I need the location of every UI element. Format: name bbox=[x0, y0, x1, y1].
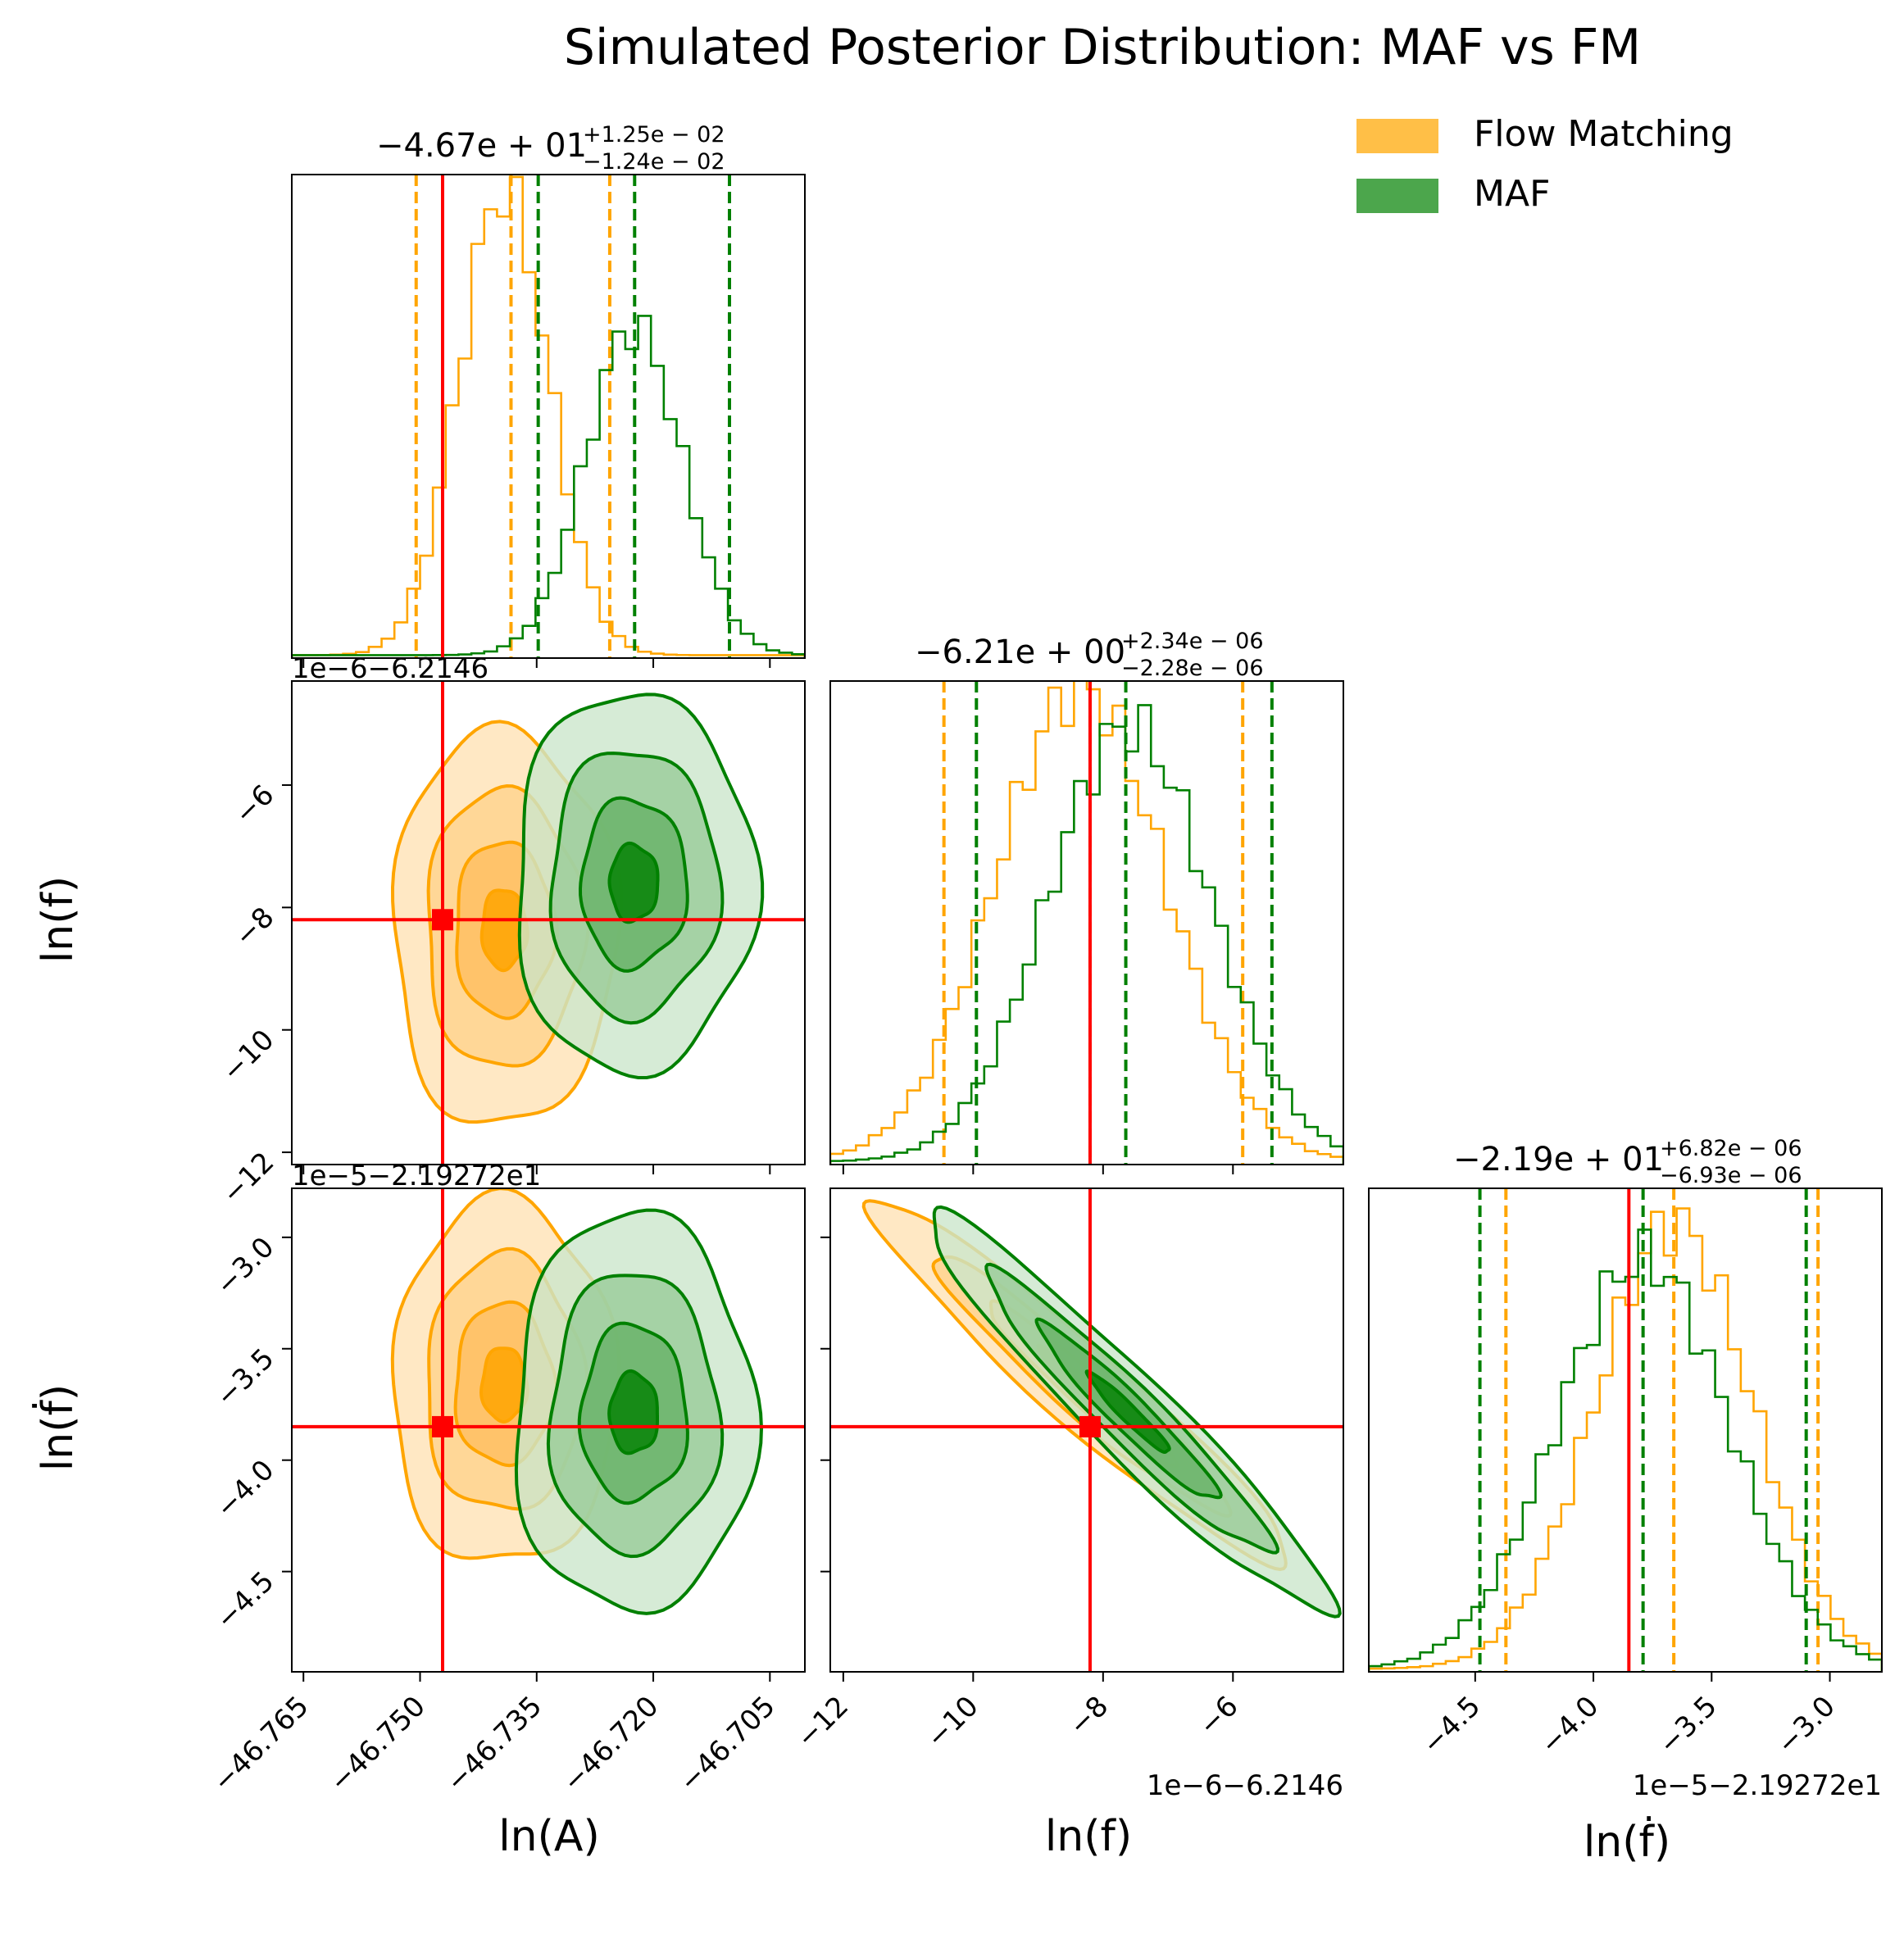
truth-marker bbox=[432, 1415, 454, 1437]
panel-2d-2-0 bbox=[291, 1187, 806, 1673]
legend-swatch-flow-matching bbox=[1356, 119, 1438, 153]
x-tick-label: −4.0 bbox=[1534, 1690, 1606, 1761]
y-axis-labels: ln(f) ln(ḟ) bbox=[32, 876, 83, 1471]
x-tick-label: −46.735 bbox=[440, 1690, 549, 1799]
x-tick-label: −4.5 bbox=[1416, 1690, 1488, 1761]
offset-text-lnfdot-x: 1e−5−2.19272e1 bbox=[1633, 1769, 1882, 1802]
legend: Flow Matching MAF bbox=[1356, 113, 1734, 215]
offset-text-lnf-y: 1e−6−6.2146 bbox=[292, 652, 488, 685]
legend-label-maf: MAF bbox=[1474, 173, 1550, 215]
hist-area bbox=[830, 681, 1343, 1165]
x-axis-labels: ln(A) ln(f) ln(ḟ) bbox=[498, 1812, 1670, 1867]
hist-maf bbox=[292, 315, 805, 658]
summary-value: −4.67e + 01 bbox=[376, 127, 587, 165]
chart-title: Simulated Posterior Distribution: MAF vs… bbox=[564, 19, 1641, 76]
contour-maf-level-3 bbox=[607, 1369, 659, 1455]
offset-text-lnfdot-y: 1e−5−2.19272e1 bbox=[292, 1160, 541, 1192]
y-tick-label: −8 bbox=[229, 901, 281, 953]
legend-label-flow-matching: Flow Matching bbox=[1474, 113, 1734, 155]
x-label-lnf: ln(f) bbox=[1045, 1812, 1132, 1861]
truth-marker bbox=[432, 909, 454, 931]
y-tick-label: −10 bbox=[216, 1024, 280, 1088]
panel-frame bbox=[291, 680, 806, 1165]
hist-area bbox=[292, 175, 805, 658]
x-tick-label: −3.0 bbox=[1770, 1690, 1842, 1761]
x-label-lnA: ln(A) bbox=[498, 1812, 600, 1861]
panel-hist-0: −4.67e + 01+1.25e − 02−1.24e − 02 bbox=[291, 122, 806, 659]
contour-area bbox=[830, 1188, 1343, 1672]
x-tick-label: −8 bbox=[1062, 1690, 1115, 1742]
y-tick-label: −4.5 bbox=[210, 1565, 281, 1637]
panel-frame bbox=[291, 1187, 806, 1673]
offset-text-lnf-x: 1e−6−6.2146 bbox=[1147, 1769, 1343, 1802]
summary-plus: +6.82e − 06 bbox=[1660, 1136, 1802, 1161]
y-tick-label: −3.0 bbox=[210, 1231, 281, 1302]
y-tick-label: −4.0 bbox=[210, 1454, 281, 1525]
y-tick-label: −6 bbox=[229, 779, 281, 831]
summary-value: −6.21e + 00 bbox=[915, 633, 1125, 671]
x-tick-label: −6 bbox=[1193, 1690, 1245, 1742]
x-tick-label: −3.5 bbox=[1652, 1690, 1724, 1761]
panel-hist-1: −6.21e + 00+2.34e − 06−2.28e − 06 bbox=[829, 629, 1344, 1165]
panel-2d-1-0 bbox=[291, 680, 806, 1165]
truth-marker bbox=[1079, 1415, 1101, 1437]
hist-flow-matching bbox=[292, 175, 805, 658]
summary-plus: +2.34e − 06 bbox=[1121, 629, 1264, 654]
x-tick-label: −46.750 bbox=[323, 1690, 432, 1799]
y-tick-label: −12 bbox=[216, 1146, 280, 1210]
contour-flow-matching-level-3 bbox=[479, 888, 529, 973]
hist-maf bbox=[1369, 1228, 1882, 1672]
summary-minus: −6.93e − 06 bbox=[1660, 1163, 1802, 1188]
x-tick-label: −10 bbox=[920, 1690, 985, 1755]
summary-plus: +1.25e − 02 bbox=[583, 122, 725, 148]
hist-flow-matching bbox=[1369, 1207, 1882, 1672]
hist-flow-matching bbox=[830, 681, 1343, 1165]
panel-frame bbox=[829, 680, 1344, 1165]
legend-swatch-maf bbox=[1356, 179, 1438, 213]
panel-frame bbox=[829, 1187, 1344, 1673]
x-tick-label: −46.765 bbox=[207, 1690, 316, 1799]
x-label-lnfdot: ln(ḟ) bbox=[1584, 1816, 1670, 1867]
summary-minus: −1.24e − 02 bbox=[583, 149, 725, 175]
panel-hist-2: −2.19e + 01+6.82e − 06−6.93e − 06 bbox=[1368, 1136, 1883, 1673]
contour-area bbox=[292, 1188, 805, 1672]
summary-minus: −2.28e − 06 bbox=[1121, 656, 1264, 681]
panel-frame bbox=[1368, 1187, 1883, 1673]
x-tick-label: −46.720 bbox=[557, 1690, 666, 1799]
contour-flow-matching-level-3 bbox=[479, 1346, 529, 1424]
hist-area bbox=[1369, 1188, 1882, 1672]
panel-frame bbox=[291, 174, 806, 659]
y-tick-label: −3.5 bbox=[210, 1342, 281, 1414]
hist-maf bbox=[830, 704, 1343, 1165]
x-tick-label: −12 bbox=[790, 1690, 855, 1755]
summary-value: −2.19e + 01 bbox=[1453, 1141, 1664, 1178]
y-label-lnfdot: ln(ḟ) bbox=[32, 1384, 83, 1471]
panel-2d-2-1 bbox=[829, 1187, 1344, 1673]
contour-maf-level-3 bbox=[607, 841, 660, 924]
contour-area bbox=[292, 681, 805, 1165]
x-tick-label: −46.705 bbox=[673, 1690, 782, 1799]
y-label-lnf: ln(f) bbox=[34, 876, 83, 963]
